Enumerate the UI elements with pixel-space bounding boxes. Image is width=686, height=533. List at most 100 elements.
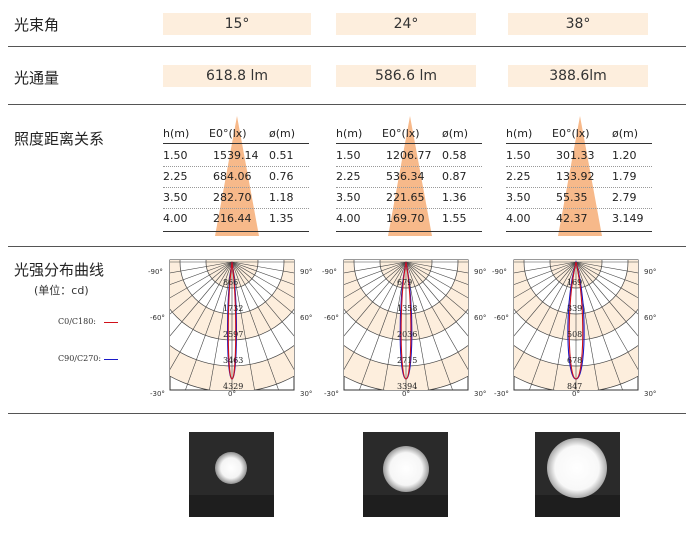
axis-label: -60°	[324, 314, 339, 322]
illuminance-cell: 1.20	[612, 149, 637, 162]
axis-label: -90°	[322, 268, 337, 276]
illuminance-row: 4.00 42.37 3.149	[506, 209, 652, 228]
table-dotted-rule	[163, 208, 309, 209]
flux-value-2: 586.6 lm	[336, 65, 476, 87]
axis-label: -30°	[494, 390, 509, 398]
illuminance-cell: 1539.14	[213, 149, 259, 162]
beam-angle-label: 光束角	[14, 16, 60, 34]
illuminance-header: E0°(lx)	[209, 127, 247, 140]
illuminance-cell: 1.55	[442, 212, 467, 225]
illuminance-row: 1.50 301.33 1.20	[506, 146, 652, 165]
illuminance-row: 2.25 133.92 1.79	[506, 167, 652, 186]
illuminance-row: 1.50 1206.77 0.58	[336, 146, 482, 165]
illuminance-label: 照度距离关系	[14, 130, 105, 148]
illuminance-cell: 282.70	[213, 191, 252, 204]
axis-label: 60°	[474, 314, 487, 322]
distribution-label: 光强分布曲线	[14, 261, 105, 279]
table-rule	[506, 143, 652, 144]
axis-label: 90°	[474, 268, 487, 276]
intensity-label: 2715	[397, 356, 418, 365]
illuminance-cell: 1.50	[336, 149, 361, 162]
illuminance-row: 3.50 221.65 1.36	[336, 188, 482, 207]
beam-angle-value-3: 38°	[508, 13, 648, 35]
illuminance-row: 2.25 684.06 0.76	[163, 167, 309, 186]
intensity-label: 508	[567, 330, 583, 339]
illuminance-cell: 2.25	[336, 170, 361, 183]
axis-label: -90°	[492, 268, 507, 276]
axis-label: 0°	[572, 390, 580, 398]
illuminance-header: h(m)	[336, 127, 363, 140]
illuminance-cell: 1.36	[442, 191, 467, 204]
axis-label: -60°	[150, 314, 165, 322]
divider	[8, 413, 686, 414]
table-rule	[163, 231, 309, 232]
illuminance-cell: 3.149	[612, 212, 644, 225]
intensity-label: 4329	[223, 382, 244, 391]
axis-label: 0°	[402, 390, 410, 398]
intensity-label: 3394	[397, 382, 418, 391]
illuminance-header: E0°(lx)	[382, 127, 420, 140]
divider	[8, 46, 686, 47]
illuminance-header: E0°(lx)	[552, 127, 590, 140]
intensity-label: 2597	[223, 330, 244, 339]
illuminance-cell: 301.33	[556, 149, 595, 162]
intensity-label: 1358	[397, 304, 418, 313]
axis-label: -30°	[324, 390, 339, 398]
illuminance-row: 3.50 282.70 1.18	[163, 188, 309, 207]
table-dotted-rule	[336, 187, 482, 188]
intensity-label: 169	[567, 278, 583, 287]
axis-label: 90°	[644, 268, 657, 276]
polar-chart-3: -90° 90° -60° 60° -30° 0° 30° 169 339 508 678 847	[490, 258, 662, 398]
distribution-unit: (单位：cd)	[34, 284, 89, 297]
illuminance-cell: 55.35	[556, 191, 588, 204]
illuminance-cell: 4.00	[163, 212, 188, 225]
illuminance-cell: 1.18	[269, 191, 294, 204]
illuminance-cell: 1.50	[163, 149, 188, 162]
intensity-label: 2036	[397, 330, 418, 339]
table-dotted-rule	[506, 187, 652, 188]
illuminance-header: ø(m)	[612, 127, 639, 140]
polar-chart-1: -90° 90° -60° 60° -30° 0° 30° 866 1732 2597 3463 43…	[146, 258, 318, 398]
axis-label: -60°	[494, 314, 509, 322]
beam-photo-1	[189, 432, 274, 517]
table-rule	[336, 231, 482, 232]
illuminance-row: 4.00 169.70 1.55	[336, 209, 482, 228]
table-rule	[506, 231, 652, 232]
beam-cone-graphic	[558, 116, 602, 236]
axis-label: -90°	[148, 268, 163, 276]
illuminance-cell: 2.25	[506, 170, 531, 183]
illuminance-header: ø(m)	[442, 127, 469, 140]
illuminance-cell: 0.51	[269, 149, 294, 162]
illuminance-cell: 216.44	[213, 212, 252, 225]
legend-c90-swatch	[104, 359, 118, 360]
intensity-label: 678	[567, 356, 583, 365]
table-dotted-rule	[336, 166, 482, 167]
beam-angle-value-1: 15°	[163, 13, 311, 35]
flux-value-1: 618.8 lm	[163, 65, 311, 87]
illuminance-header: ø(m)	[269, 127, 296, 140]
illuminance-row: 1.50 1539.14 0.51	[163, 146, 309, 165]
illuminance-cell: 4.00	[506, 212, 531, 225]
legend-c0: C0/C180:	[58, 317, 96, 326]
beam-angle-value-2: 24°	[336, 13, 476, 35]
intensity-label: 1732	[223, 304, 244, 313]
illuminance-cell: 133.92	[556, 170, 595, 183]
illuminance-cell: 3.50	[163, 191, 188, 204]
axis-label: 30°	[644, 390, 657, 398]
illuminance-cell: 1.50	[506, 149, 531, 162]
illuminance-cell: 4.00	[336, 212, 361, 225]
table-dotted-rule	[506, 166, 652, 167]
beam-photo-3	[535, 432, 620, 517]
table-rule	[336, 143, 482, 144]
legend-c90: C90/C270:	[58, 354, 102, 363]
distribution-curve	[227, 261, 237, 380]
illuminance-cell: 0.76	[269, 170, 294, 183]
divider	[8, 104, 686, 105]
illuminance-cell: 1206.77	[386, 149, 432, 162]
illuminance-cell: 2.25	[163, 170, 188, 183]
beam-cone-graphic	[388, 116, 432, 236]
illuminance-cell: 2.79	[612, 191, 637, 204]
illuminance-cell: 221.65	[386, 191, 425, 204]
polar-chart-2: -90° 90° -60° 60° -30° 0° 30° 679 1358 2036 2715 33…	[320, 258, 492, 398]
divider	[8, 246, 686, 247]
